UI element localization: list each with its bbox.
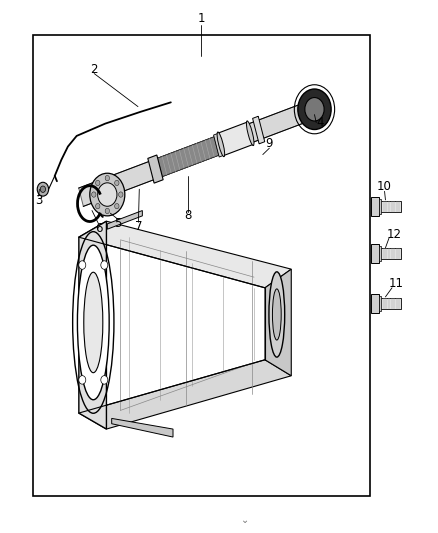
Circle shape: [37, 182, 49, 196]
Text: 1: 1: [198, 12, 205, 25]
Ellipse shape: [78, 245, 109, 400]
Circle shape: [101, 261, 108, 269]
Circle shape: [305, 98, 324, 121]
Bar: [379, 248, 401, 259]
Polygon shape: [112, 418, 173, 437]
Polygon shape: [158, 137, 219, 176]
Text: 7: 7: [134, 220, 142, 233]
Circle shape: [40, 186, 46, 192]
Bar: [379, 201, 401, 212]
Polygon shape: [79, 360, 291, 429]
Polygon shape: [79, 221, 291, 288]
Circle shape: [119, 192, 123, 197]
Text: 4: 4: [316, 116, 324, 129]
Bar: [33, 35, 370, 496]
Polygon shape: [107, 211, 142, 229]
Text: 3: 3: [35, 194, 42, 207]
Text: 5: 5: [115, 217, 122, 230]
Text: 11: 11: [389, 277, 404, 290]
Bar: [371, 244, 379, 263]
Text: 2: 2: [90, 63, 98, 76]
Circle shape: [115, 204, 119, 209]
Polygon shape: [79, 221, 106, 429]
Bar: [379, 298, 401, 309]
Circle shape: [101, 376, 108, 384]
Ellipse shape: [247, 121, 254, 146]
Bar: [371, 197, 379, 216]
Polygon shape: [79, 103, 309, 206]
Bar: [379, 246, 381, 261]
Ellipse shape: [272, 289, 281, 340]
Circle shape: [105, 208, 110, 214]
Text: ⌄: ⌄: [241, 515, 249, 525]
Bar: [379, 199, 381, 214]
Text: 10: 10: [377, 180, 392, 193]
Ellipse shape: [217, 132, 225, 157]
Ellipse shape: [84, 272, 103, 373]
Bar: [371, 294, 379, 313]
Ellipse shape: [269, 272, 285, 357]
Polygon shape: [253, 116, 265, 144]
Circle shape: [105, 175, 110, 181]
Circle shape: [92, 192, 96, 197]
Text: 8: 8: [185, 209, 192, 222]
Text: 6: 6: [95, 222, 102, 235]
Polygon shape: [148, 155, 163, 183]
Polygon shape: [218, 122, 253, 156]
Polygon shape: [214, 133, 224, 157]
Circle shape: [79, 376, 86, 384]
Text: 12: 12: [387, 228, 402, 241]
Circle shape: [95, 180, 100, 185]
Bar: [379, 296, 381, 311]
Circle shape: [95, 204, 100, 209]
Circle shape: [98, 183, 117, 206]
Polygon shape: [265, 269, 291, 376]
Circle shape: [90, 173, 125, 216]
Circle shape: [298, 89, 331, 130]
Circle shape: [79, 261, 86, 269]
Circle shape: [115, 180, 119, 185]
Text: 9: 9: [265, 138, 273, 150]
